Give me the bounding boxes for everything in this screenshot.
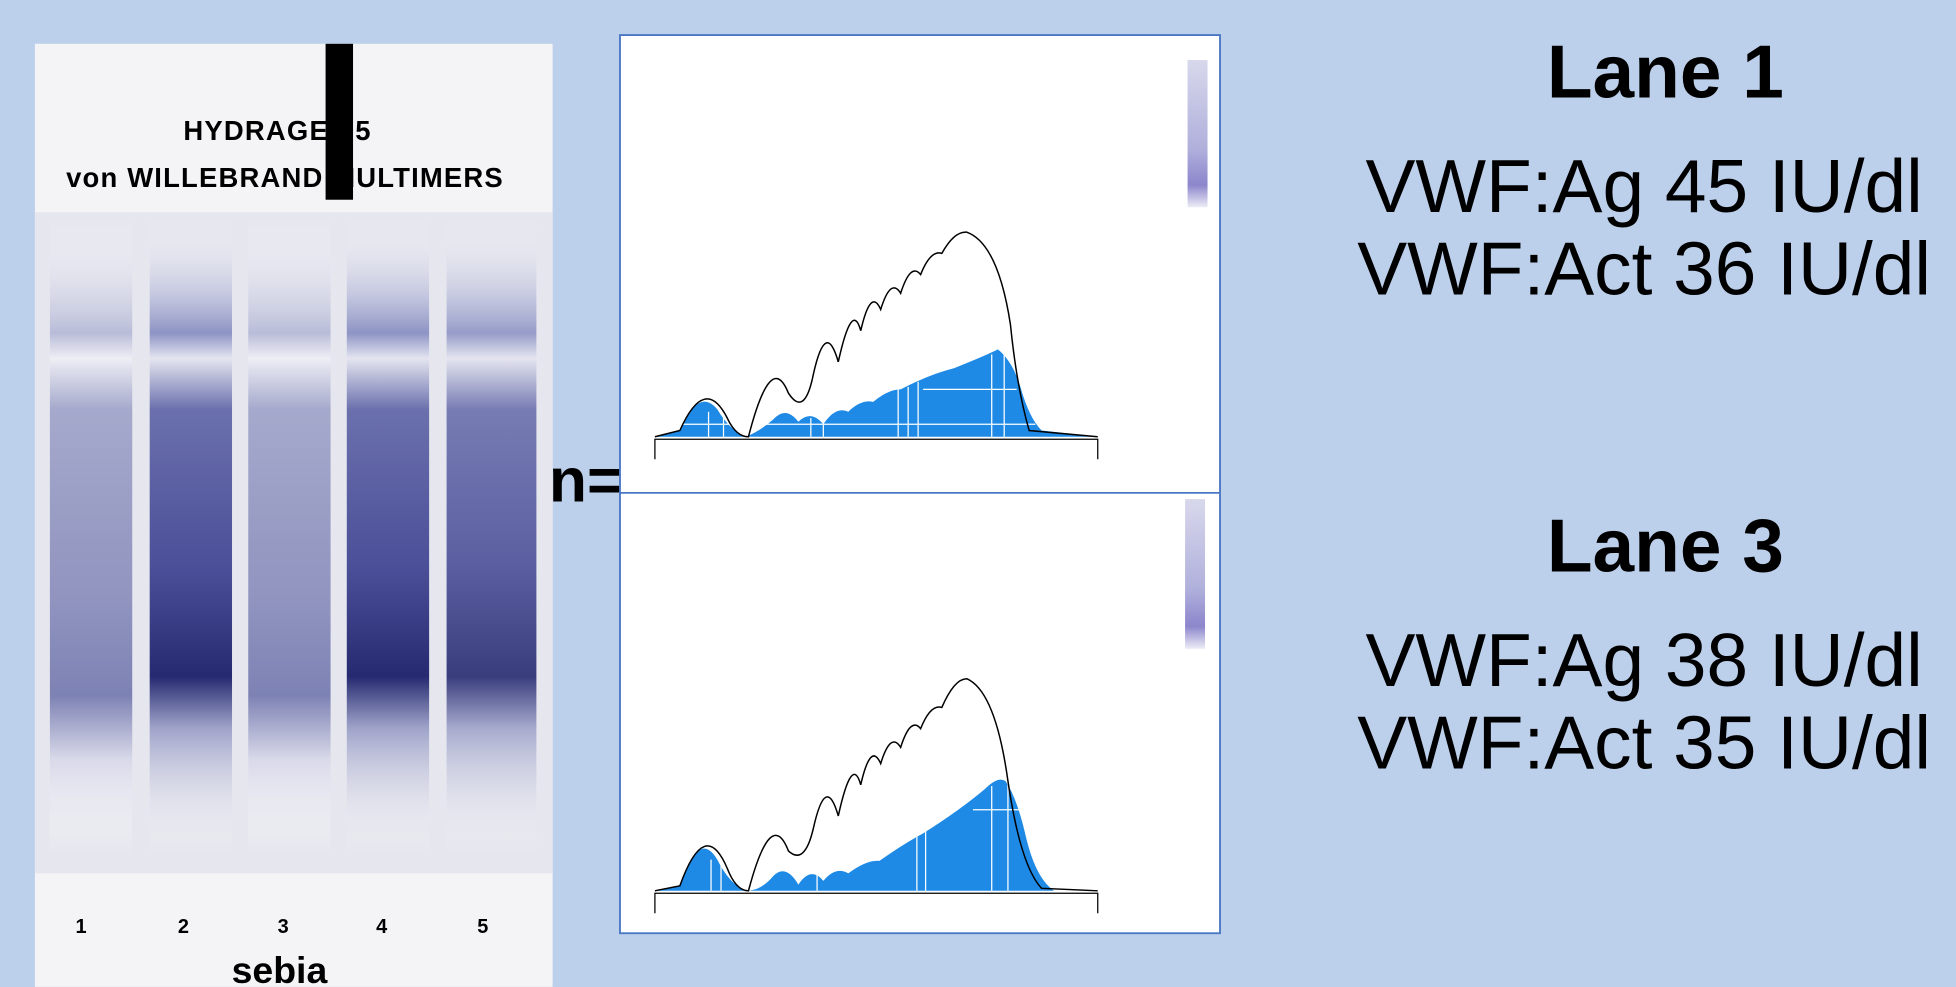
result-line: VWF:Act 36 IU/dl — [1357, 227, 1931, 311]
gel-image: HYDRAGEL 5 von WILLEBRAND MULTIMERS 1234… — [34, 43, 553, 987]
densitogram-curve — [654, 677, 1098, 892]
title-fragment: n= — [549, 447, 624, 516]
lane-label: 4 — [376, 916, 387, 938]
densitogram-grid — [673, 351, 1036, 437]
lane — [446, 218, 537, 855]
densitogram-axis — [654, 892, 1099, 914]
gel-subtitle: von WILLEBRAND MULTIMERS — [66, 162, 503, 193]
lane — [149, 218, 233, 855]
gel-brand: sebia — [232, 949, 329, 987]
result-title: Lane 1 — [1547, 29, 1784, 113]
lane-labels: 1 2 3 4 5 — [76, 916, 489, 938]
marker-bar — [325, 43, 354, 200]
result-line: VWF:Ag 45 IU/dl — [1366, 144, 1923, 228]
densitogram-fill — [654, 779, 1098, 891]
densitogram — [654, 499, 1206, 914]
lane — [346, 218, 430, 855]
result-line: VWF:Act 35 IU/dl — [1357, 701, 1931, 785]
lane-label: 1 — [76, 916, 87, 938]
lane — [49, 218, 133, 855]
lane-label: 5 — [477, 916, 488, 938]
densitogram-axis — [654, 438, 1099, 460]
lane-strip — [1187, 60, 1208, 208]
lane-label: 3 — [278, 916, 289, 938]
lane — [248, 218, 331, 855]
densitometry-panel — [619, 34, 1221, 935]
lane-strip — [1185, 499, 1206, 649]
lane-label: 2 — [178, 916, 189, 938]
panel — [619, 34, 1221, 935]
densitogram-fill — [654, 349, 1098, 437]
result-line: VWF:Ag 38 IU/dl — [1366, 618, 1923, 702]
result-title: Lane 3 — [1547, 503, 1784, 587]
densitogram — [654, 60, 1208, 460]
densitogram-curve — [654, 231, 1098, 438]
